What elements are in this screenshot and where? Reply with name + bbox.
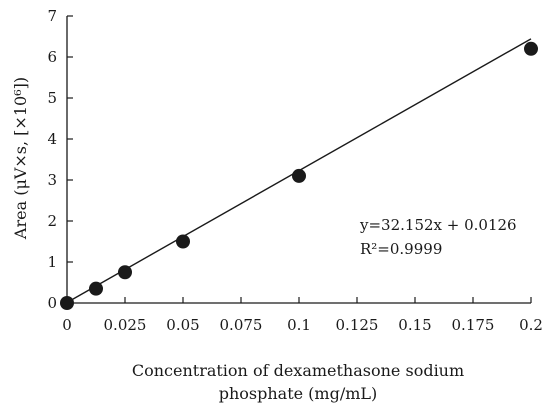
y-tick-label: 0 (47, 294, 57, 312)
y-tick-label: 1 (47, 253, 57, 271)
data-point (118, 265, 132, 280)
y-tick-label: 4 (47, 130, 57, 148)
y-tick-label: 3 (47, 171, 57, 189)
data-point (292, 168, 306, 183)
data-points (60, 41, 538, 310)
x-tick-label: 0.075 (220, 316, 263, 334)
r-squared: R²=0.9999 (360, 240, 442, 258)
y-tick-label: 2 (47, 212, 57, 230)
x-tick-label: 0.15 (398, 316, 431, 334)
x-tick-label: 0.2 (519, 316, 543, 334)
fit-equation: y=32.152x + 0.0126 (359, 216, 517, 234)
x-axis-label-line-2: phosphate (mg/mL) (219, 384, 378, 403)
y-tick-label: 6 (47, 48, 57, 66)
x-tick-label: 0.025 (104, 316, 147, 334)
x-tick-label: 0.125 (336, 316, 379, 334)
x-tick-label: 0 (62, 316, 72, 334)
y-axis-ticks: 0 1 2 3 4 5 6 7 (47, 7, 73, 312)
y-tick-label: 7 (47, 7, 57, 25)
data-point (524, 41, 538, 56)
data-point (89, 281, 103, 296)
y-tick-label: 5 (47, 89, 57, 107)
axes (66, 16, 531, 304)
x-tick-label: 0.05 (166, 316, 199, 334)
x-tick-label: 0.1 (287, 316, 311, 334)
data-point (176, 234, 190, 249)
x-axis-ticks: 0 0.025 0.05 0.075 0.1 0.125 0.15 0.175 0.2 (62, 297, 543, 334)
data-point (60, 296, 74, 310)
y-axis-label: Area (μV×s, [×10⁶]) (11, 77, 30, 240)
x-tick-label: 0.175 (452, 316, 495, 334)
x-axis-label-line-1: Concentration of dexamethasone sodium (132, 361, 464, 380)
